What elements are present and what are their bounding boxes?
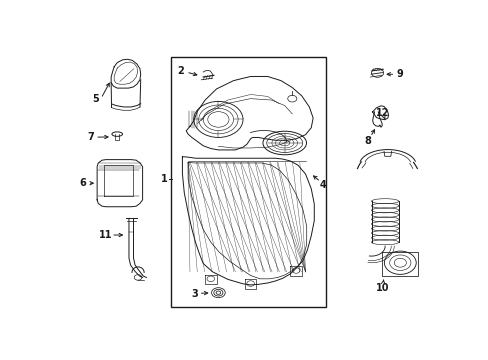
Text: 5: 5	[92, 94, 99, 104]
Text: 12: 12	[375, 108, 388, 118]
Text: 3: 3	[191, 288, 198, 298]
Text: 4: 4	[319, 180, 326, 190]
Text: 10: 10	[375, 283, 388, 293]
Text: 9: 9	[396, 69, 403, 79]
Text: 2: 2	[177, 67, 183, 76]
Text: 6: 6	[80, 178, 86, 188]
Bar	[171, 57, 325, 307]
Text: 1: 1	[161, 174, 167, 184]
Text: 8: 8	[364, 136, 371, 146]
Text: 7: 7	[87, 132, 94, 143]
Text: 11: 11	[99, 230, 112, 240]
